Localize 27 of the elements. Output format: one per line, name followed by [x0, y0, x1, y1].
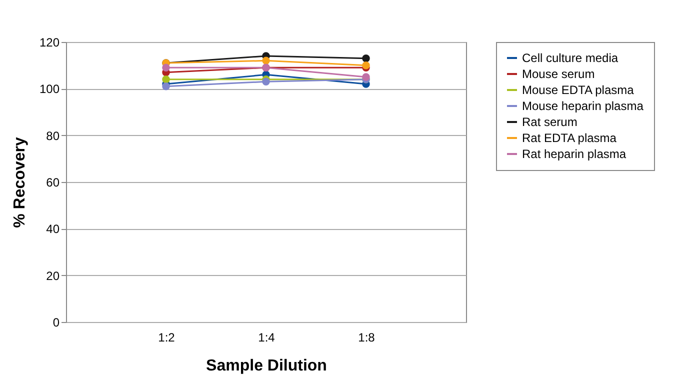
y-axis-title: % Recovery [11, 137, 28, 228]
x-axis-title: Sample Dilution [206, 358, 327, 374]
x-tick-label: 1:8 [358, 330, 376, 344]
legend-label: Mouse EDTA plasma [522, 83, 634, 97]
legend-label: Rat EDTA plasma [522, 131, 617, 145]
x-tick-label: 1:2 [158, 330, 176, 344]
legend-label: Rat serum [522, 115, 578, 129]
y-tick-label: 60 [46, 176, 60, 190]
legend-label: Rat heparin plasma [522, 147, 626, 161]
point [162, 75, 170, 84]
point [262, 56, 270, 65]
y-tick-label: 120 [39, 36, 60, 50]
legend-label: Mouse serum [522, 67, 595, 81]
y-tick-label: 0 [52, 316, 60, 330]
point [162, 82, 170, 90]
y-tick-label: 40 [46, 222, 60, 236]
legend-label: Mouse heparin plasma [522, 99, 644, 113]
point [362, 73, 370, 81]
y-tick-label: 80 [46, 128, 60, 143]
y-tick-label: 100 [39, 82, 60, 96]
point [362, 61, 370, 70]
point [262, 78, 270, 86]
x-tick-label: 1:4 [258, 330, 276, 344]
point [162, 64, 170, 72]
legend-label: Cell culture media [522, 51, 618, 65]
y-tick-label: 20 [46, 268, 60, 283]
point [362, 54, 370, 62]
